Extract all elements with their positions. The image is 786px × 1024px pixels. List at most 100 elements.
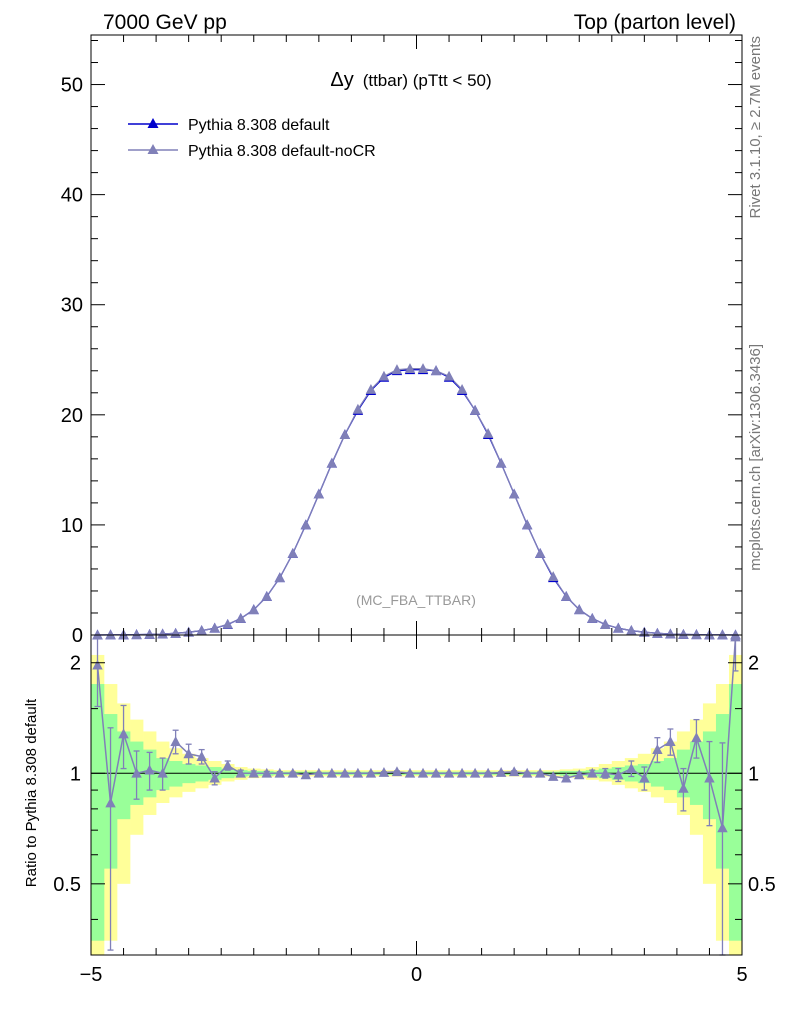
main-point-nocr	[430, 365, 442, 376]
ratio-plot-panel: 0.5 0.5 1 1 2 2 −5 0 5 Ratio to Pythia 8.308 def…	[23, 631, 776, 986]
main-point-nocr	[222, 618, 233, 629]
ratio-series-line-nocr	[96, 636, 737, 829]
legend-marker-nocr	[147, 144, 159, 154]
ratio-point-nocr	[378, 766, 390, 777]
analysis-watermark: (MC_FBA_TTBAR)	[356, 592, 476, 608]
plot-title-rest: (ttbar) (pTtt < 50)	[363, 71, 492, 90]
main-point-nocr	[261, 590, 272, 601]
main-point-nocr	[287, 548, 299, 558]
ratio-point-nocr	[534, 767, 546, 778]
ratio-point-nocr	[561, 772, 572, 783]
ratio-green-band-bin	[169, 761, 183, 787]
ratio-x-tick-label: 5	[736, 964, 747, 986]
main-point-nocr	[495, 457, 507, 468]
ratio-point-nocr	[574, 769, 585, 780]
header-right-label: Top (parton level)	[574, 11, 736, 34]
ratio-y-tick-label-right: 0.5	[748, 874, 776, 896]
rivet-version-note: Rivet 3.1.10, ≥ 2.7M events	[747, 36, 764, 219]
ratio-point-nocr	[287, 767, 299, 778]
ratio-point-nocr	[352, 767, 364, 778]
ratio-y-tick-label-right: 2	[748, 653, 759, 675]
ratio-point-nocr	[131, 767, 142, 778]
ratio-point-nocr	[639, 772, 650, 783]
ratio-point-nocr	[209, 772, 220, 783]
main-point-nocr	[482, 428, 494, 438]
mcplots-note: mcplots.cern.ch [arXiv:1306.3436]	[747, 344, 764, 571]
ratio-point-nocr	[547, 771, 559, 781]
ratio-point-nocr	[430, 767, 442, 778]
legend-marker-default	[147, 118, 159, 128]
ratio-point-nocr	[196, 751, 207, 762]
ratio-x-tick-label: 0	[411, 964, 422, 986]
main-point-nocr	[534, 548, 546, 558]
main-point-nocr	[313, 488, 325, 499]
ratio-point-nocr	[443, 767, 455, 778]
main-point-nocr	[587, 612, 598, 623]
ratio-green-band-bin	[91, 684, 105, 941]
main-point-nocr	[248, 604, 259, 615]
ratio-y-tick-label-right: 1	[748, 763, 759, 785]
ratio-point-nocr	[404, 767, 416, 778]
main-point-nocr	[613, 622, 624, 633]
ratio-point-nocr	[365, 767, 377, 778]
ratio-point-nocr	[248, 767, 259, 778]
ratio-point-nocr	[235, 767, 246, 778]
ratio-green-band-bin	[663, 758, 678, 791]
main-point-nocr	[339, 429, 351, 440]
ratio-point-nocr	[469, 767, 481, 778]
main-y-tick-label: 50	[61, 75, 83, 97]
main-point-nocr	[691, 629, 702, 640]
ratio-point-nocr	[300, 769, 312, 780]
main-point-nocr	[574, 604, 585, 615]
main-y-tick-label: 0	[72, 625, 83, 647]
ratio-point-nocr	[691, 732, 702, 743]
ratio-point-nocr	[118, 728, 129, 739]
main-point-nocr	[326, 457, 338, 468]
ratio-point-nocr	[261, 767, 272, 778]
main-point-nocr	[717, 629, 728, 640]
main-point-nocr	[196, 624, 207, 635]
ratio-point-nocr	[730, 631, 741, 642]
main-point-nocr	[365, 383, 377, 394]
ratio-point-nocr	[495, 766, 507, 777]
main-point-nocr	[521, 519, 533, 530]
main-point-nocr	[131, 629, 142, 640]
main-point-nocr	[561, 590, 572, 601]
ratio-point-nocr	[222, 760, 233, 770]
main-point-nocr	[508, 488, 520, 499]
ratio-point-nocr	[482, 767, 494, 778]
ratio-point-nocr	[508, 766, 520, 777]
main-point-nocr	[443, 370, 455, 381]
main-y-tick-label: 30	[61, 295, 83, 317]
ratio-green-band-bin	[650, 761, 665, 787]
legend: Pythia 8.308 default Pythia 8.308 defaul…	[128, 117, 376, 160]
ratio-point-nocr	[652, 744, 663, 755]
ratio-point-nocr	[313, 767, 325, 778]
ratio-point-nocr	[326, 767, 338, 778]
main-point-nocr	[235, 612, 246, 623]
main-point-nocr	[209, 622, 220, 633]
main-point-nocr	[626, 624, 637, 635]
ratio-plot-frame	[90, 634, 743, 956]
ratio-point-nocr	[456, 767, 468, 778]
ratio-x-tick-label: −5	[80, 964, 103, 986]
ratio-point-nocr	[678, 782, 689, 793]
main-point-nocr	[547, 571, 559, 582]
ratio-point-nocr	[105, 797, 116, 808]
ratio-point-nocr	[626, 763, 637, 773]
main-point-nocr	[665, 628, 676, 639]
ratio-y-tick-label: 2	[70, 653, 81, 675]
plot-title: Δy (ttbar) (pTtt < 50)	[330, 69, 491, 91]
ratio-point-nocr	[274, 767, 286, 778]
ratio-point-nocr	[717, 822, 728, 833]
ratio-point-nocr	[144, 764, 155, 775]
main-point-nocr	[404, 363, 416, 373]
ratio-point-nocr	[665, 736, 676, 746]
ratio-point-nocr	[587, 767, 598, 778]
ratio-y-tick-label: 1	[70, 763, 81, 785]
main-point-nocr	[352, 403, 364, 414]
ratio-point-nocr	[391, 766, 403, 777]
main-point-nocr	[105, 629, 116, 640]
main-point-nocr	[456, 383, 468, 394]
